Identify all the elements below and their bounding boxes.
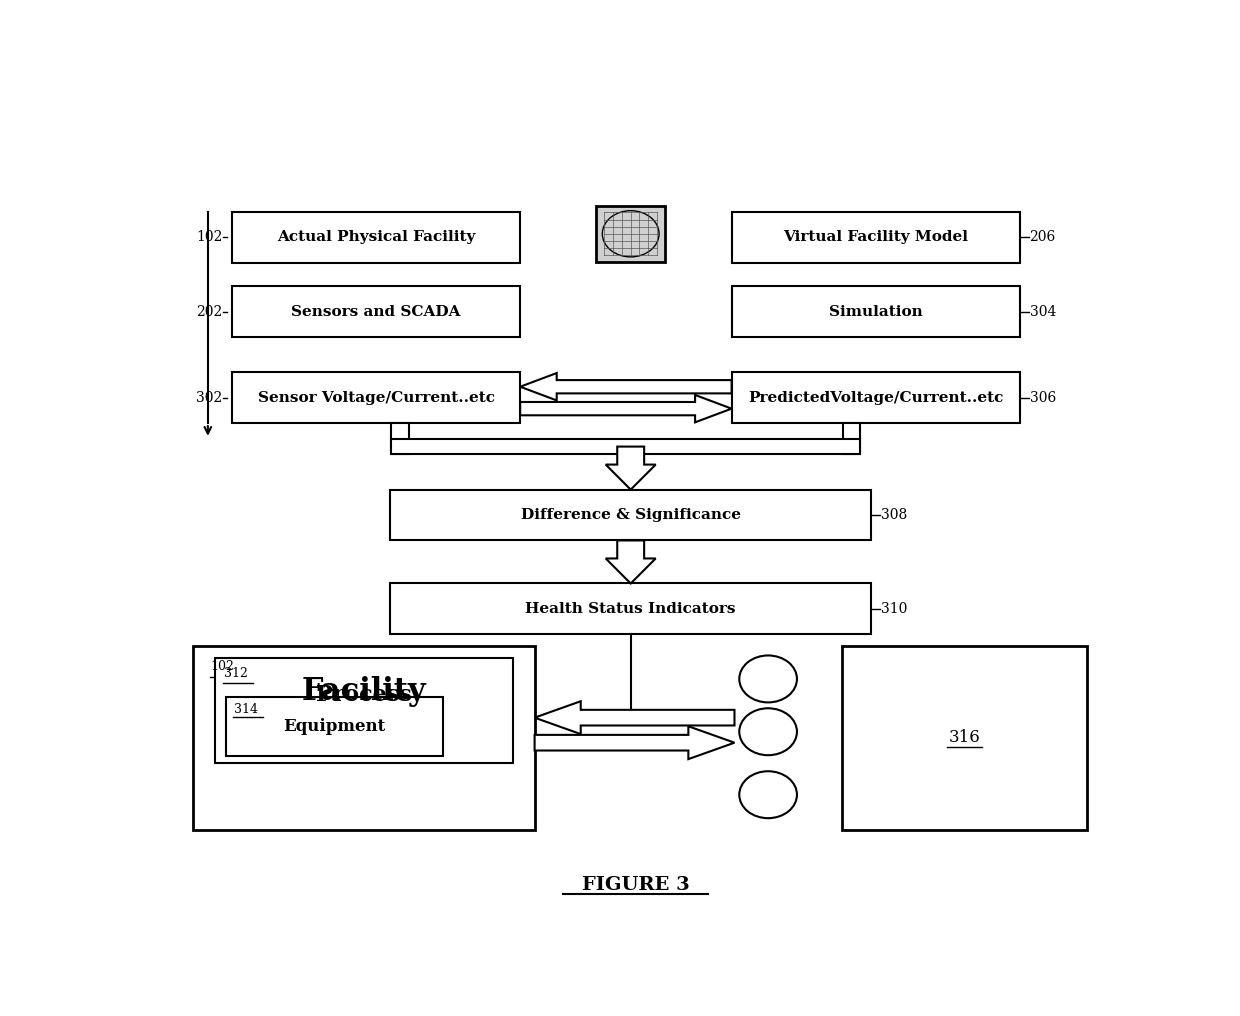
Text: 102: 102	[196, 231, 222, 244]
Text: 312: 312	[224, 668, 248, 680]
Text: 304: 304	[1029, 305, 1056, 319]
Text: 316: 316	[949, 729, 981, 747]
Text: 310: 310	[880, 601, 906, 616]
Text: 314: 314	[234, 703, 258, 716]
Bar	[732, 287, 1019, 337]
Text: Simulation: Simulation	[828, 305, 923, 319]
Bar	[391, 490, 870, 541]
Text: FIGURE 3: FIGURE 3	[582, 876, 689, 894]
Bar	[596, 205, 666, 262]
Polygon shape	[534, 726, 734, 759]
Text: Equipment: Equipment	[284, 717, 386, 735]
Text: 306: 306	[1029, 391, 1055, 404]
Bar	[391, 583, 870, 634]
Bar	[842, 646, 1087, 830]
Text: 102: 102	[211, 660, 234, 674]
Polygon shape	[521, 373, 732, 400]
Text: 302: 302	[196, 391, 222, 404]
Text: Sensors and SCADA: Sensors and SCADA	[291, 305, 461, 319]
Bar	[232, 287, 521, 337]
Bar	[232, 212, 521, 263]
Text: Virtual Facility Model: Virtual Facility Model	[784, 231, 968, 244]
Bar	[732, 372, 1019, 423]
Polygon shape	[521, 395, 732, 423]
Text: Actual Physical Facility: Actual Physical Facility	[277, 231, 475, 244]
Polygon shape	[605, 541, 656, 583]
Text: 202: 202	[196, 305, 222, 319]
Bar	[226, 697, 444, 756]
Bar	[732, 212, 1019, 263]
Text: Facility: Facility	[301, 676, 427, 707]
Text: 308: 308	[880, 508, 906, 522]
Bar	[215, 657, 513, 763]
Bar	[193, 646, 534, 830]
Text: Health Status Indicators: Health Status Indicators	[526, 601, 737, 616]
Bar	[232, 372, 521, 423]
Text: Process: Process	[316, 685, 412, 706]
Text: Sensor Voltage/Current..etc: Sensor Voltage/Current..etc	[258, 391, 495, 404]
Bar	[392, 439, 861, 454]
Text: Difference & Significance: Difference & Significance	[521, 508, 740, 522]
Text: PredictedVoltage/Current..etc: PredictedVoltage/Current..etc	[748, 391, 1003, 404]
Polygon shape	[605, 447, 656, 490]
Text: 206: 206	[1029, 231, 1055, 244]
Bar	[392, 423, 409, 454]
Bar	[843, 423, 861, 454]
Polygon shape	[534, 701, 734, 735]
